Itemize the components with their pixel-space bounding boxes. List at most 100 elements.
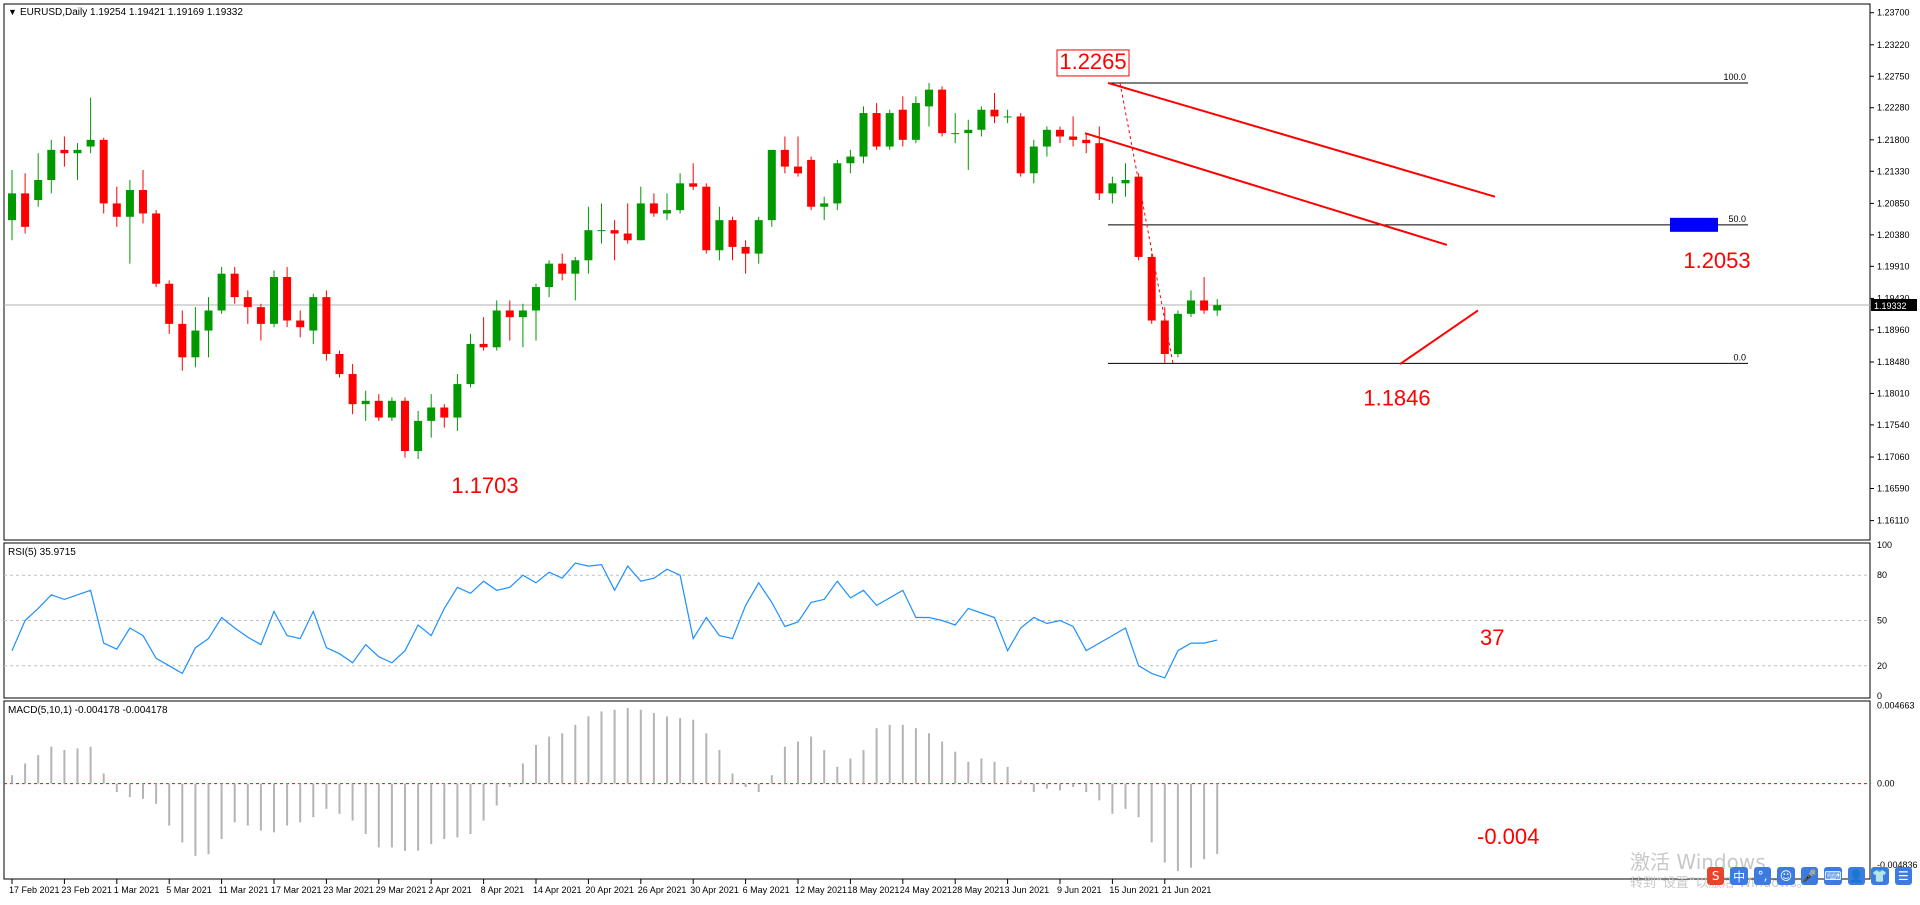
candlestick-series [8, 82, 1222, 460]
candle-body [401, 400, 409, 452]
candle-body [990, 109, 999, 117]
candle-body [492, 310, 501, 348]
candle-body [780, 149, 789, 167]
candle-body [754, 220, 763, 254]
candle-body [256, 307, 265, 324]
candle-body [479, 343, 488, 348]
rsi-tick-label: 100 [1877, 540, 1892, 550]
fib-level-label: 0.0 [1733, 352, 1746, 362]
candle-body [977, 109, 986, 130]
annotation-fib-mid: 1.2053 [1683, 248, 1750, 273]
candle-body [1200, 300, 1209, 311]
candle-body [1108, 183, 1117, 194]
annotation-march-low: 1.1703 [451, 473, 518, 498]
candle-body [34, 179, 43, 201]
candle-body [440, 407, 449, 418]
candle-body [1121, 179, 1130, 184]
current-price-label: 1.19332 [1874, 301, 1907, 311]
candle-body [898, 109, 907, 140]
candle-body [322, 297, 331, 354]
main-price-axis: 1.23700 1.23220 1.22750 1.22280 1.21800 1.213… [4, 8, 1917, 526]
candle-body [597, 230, 606, 232]
candle-body [296, 320, 305, 328]
candle-body [191, 330, 200, 358]
candle-body [623, 233, 632, 241]
fibonacci-retracement[interactable]: 100.0 50.0 0.0 [1108, 72, 1748, 364]
candle-body [178, 323, 187, 358]
trend-line [1084, 132, 1448, 246]
time-tick-label: 26 Apr 2021 [638, 885, 687, 895]
ime-toolbar-icon[interactable]: S [1707, 867, 1725, 885]
ime-toolbar-icon[interactable]: 👤 [1847, 867, 1866, 885]
ime-toolbar-icon[interactable]: ⌨ [1824, 867, 1842, 885]
annotation-low: 1.1846 [1363, 385, 1430, 410]
candle-body [938, 89, 947, 134]
candle-body [283, 277, 292, 321]
candle-body [1134, 176, 1143, 257]
candle-body [453, 384, 462, 418]
candle-body [676, 183, 685, 211]
ime-toolbar-icon[interactable]: 👕 [1871, 867, 1889, 885]
time-tick-label: 21 Jun 2021 [1162, 885, 1212, 895]
price-tick-label: 1.22280 [1877, 103, 1910, 113]
candle-body [374, 400, 383, 418]
fib-mid-marker [1670, 217, 1718, 232]
candle-body [466, 343, 475, 385]
time-tick-label: 3 Jun 2021 [1005, 885, 1050, 895]
chart-dropdown-arrow-icon[interactable]: ▼ [8, 7, 17, 17]
time-tick-label: 17 Mar 2021 [271, 885, 322, 895]
ime-toolbar-icon[interactable]: 中 [1730, 867, 1748, 885]
time-tick-label: 2 Apr 2021 [428, 885, 472, 895]
candle-body [165, 283, 174, 324]
price-tick-label: 1.17060 [1877, 452, 1910, 462]
candle-body [872, 113, 881, 147]
trend-drawings[interactable] [1084, 81, 1496, 365]
candle-body [125, 190, 134, 217]
macd-indicator: 0.004663 0.00 -0.004836 -0.004 [4, 700, 1918, 871]
trend-line [1399, 309, 1479, 365]
ime-toolbar-icon[interactable]: 🎤 [1800, 867, 1819, 885]
ime-toolbar-icon[interactable]: ☺ [1777, 867, 1795, 885]
price-tick-label: 1.18960 [1877, 325, 1910, 335]
candle-body [885, 113, 894, 147]
annotation-high: 1.2265 [1059, 49, 1126, 74]
candle-body [335, 353, 344, 375]
candle-body [532, 287, 540, 311]
time-tick-label: 30 Apr 2021 [690, 885, 739, 895]
rsi-indicator: 100 80 50 20 0 37 [4, 540, 1892, 701]
symbol-header: EURUSD,Daily 1.19254 1.19421 1.19169 1.1… [20, 7, 243, 18]
candle-body [859, 113, 868, 157]
candle-body [309, 297, 318, 331]
price-tick-label: 1.21330 [1877, 166, 1910, 176]
candle-body [99, 139, 108, 204]
ime-toolbar-icon[interactable]: °, [1753, 867, 1772, 885]
time-tick-label: 17 Feb 2021 [9, 885, 60, 895]
ime-toolbar: S 中 °, ☺ 🎤 ⌨ 👤 👕 ☰ [1707, 862, 1912, 890]
rsi-tick-label: 80 [1877, 570, 1887, 580]
candle-body [1056, 129, 1064, 137]
time-tick-label: 5 Mar 2021 [166, 885, 212, 895]
candle-body [1160, 320, 1169, 354]
candle-body [951, 133, 960, 135]
candle-body [387, 400, 396, 418]
price-annotations: 1.2265 1.2053 1.1846 1.1703 [451, 49, 1750, 498]
candle-body [728, 220, 737, 247]
rsi-annotation: 37 [1480, 625, 1504, 650]
candle-body [204, 310, 213, 331]
candle-body [715, 220, 724, 251]
ime-toolbar-icon[interactable]: ☰ [1894, 867, 1912, 885]
candle-body [702, 186, 711, 251]
price-tick-label: 1.19910 [1877, 261, 1910, 271]
time-tick-label: 20 Apr 2021 [585, 885, 634, 895]
time-tick-label: 23 Mar 2021 [323, 885, 374, 895]
candle-body [86, 139, 95, 147]
candle-body [1042, 129, 1051, 147]
candle-body [21, 193, 30, 227]
candle-body [47, 149, 56, 180]
candle-body [112, 203, 121, 217]
candle-body [741, 246, 750, 254]
price-tick-label: 1.23700 [1877, 8, 1910, 18]
candle-body [610, 230, 619, 234]
time-tick-label: 6 May 2021 [743, 885, 790, 895]
